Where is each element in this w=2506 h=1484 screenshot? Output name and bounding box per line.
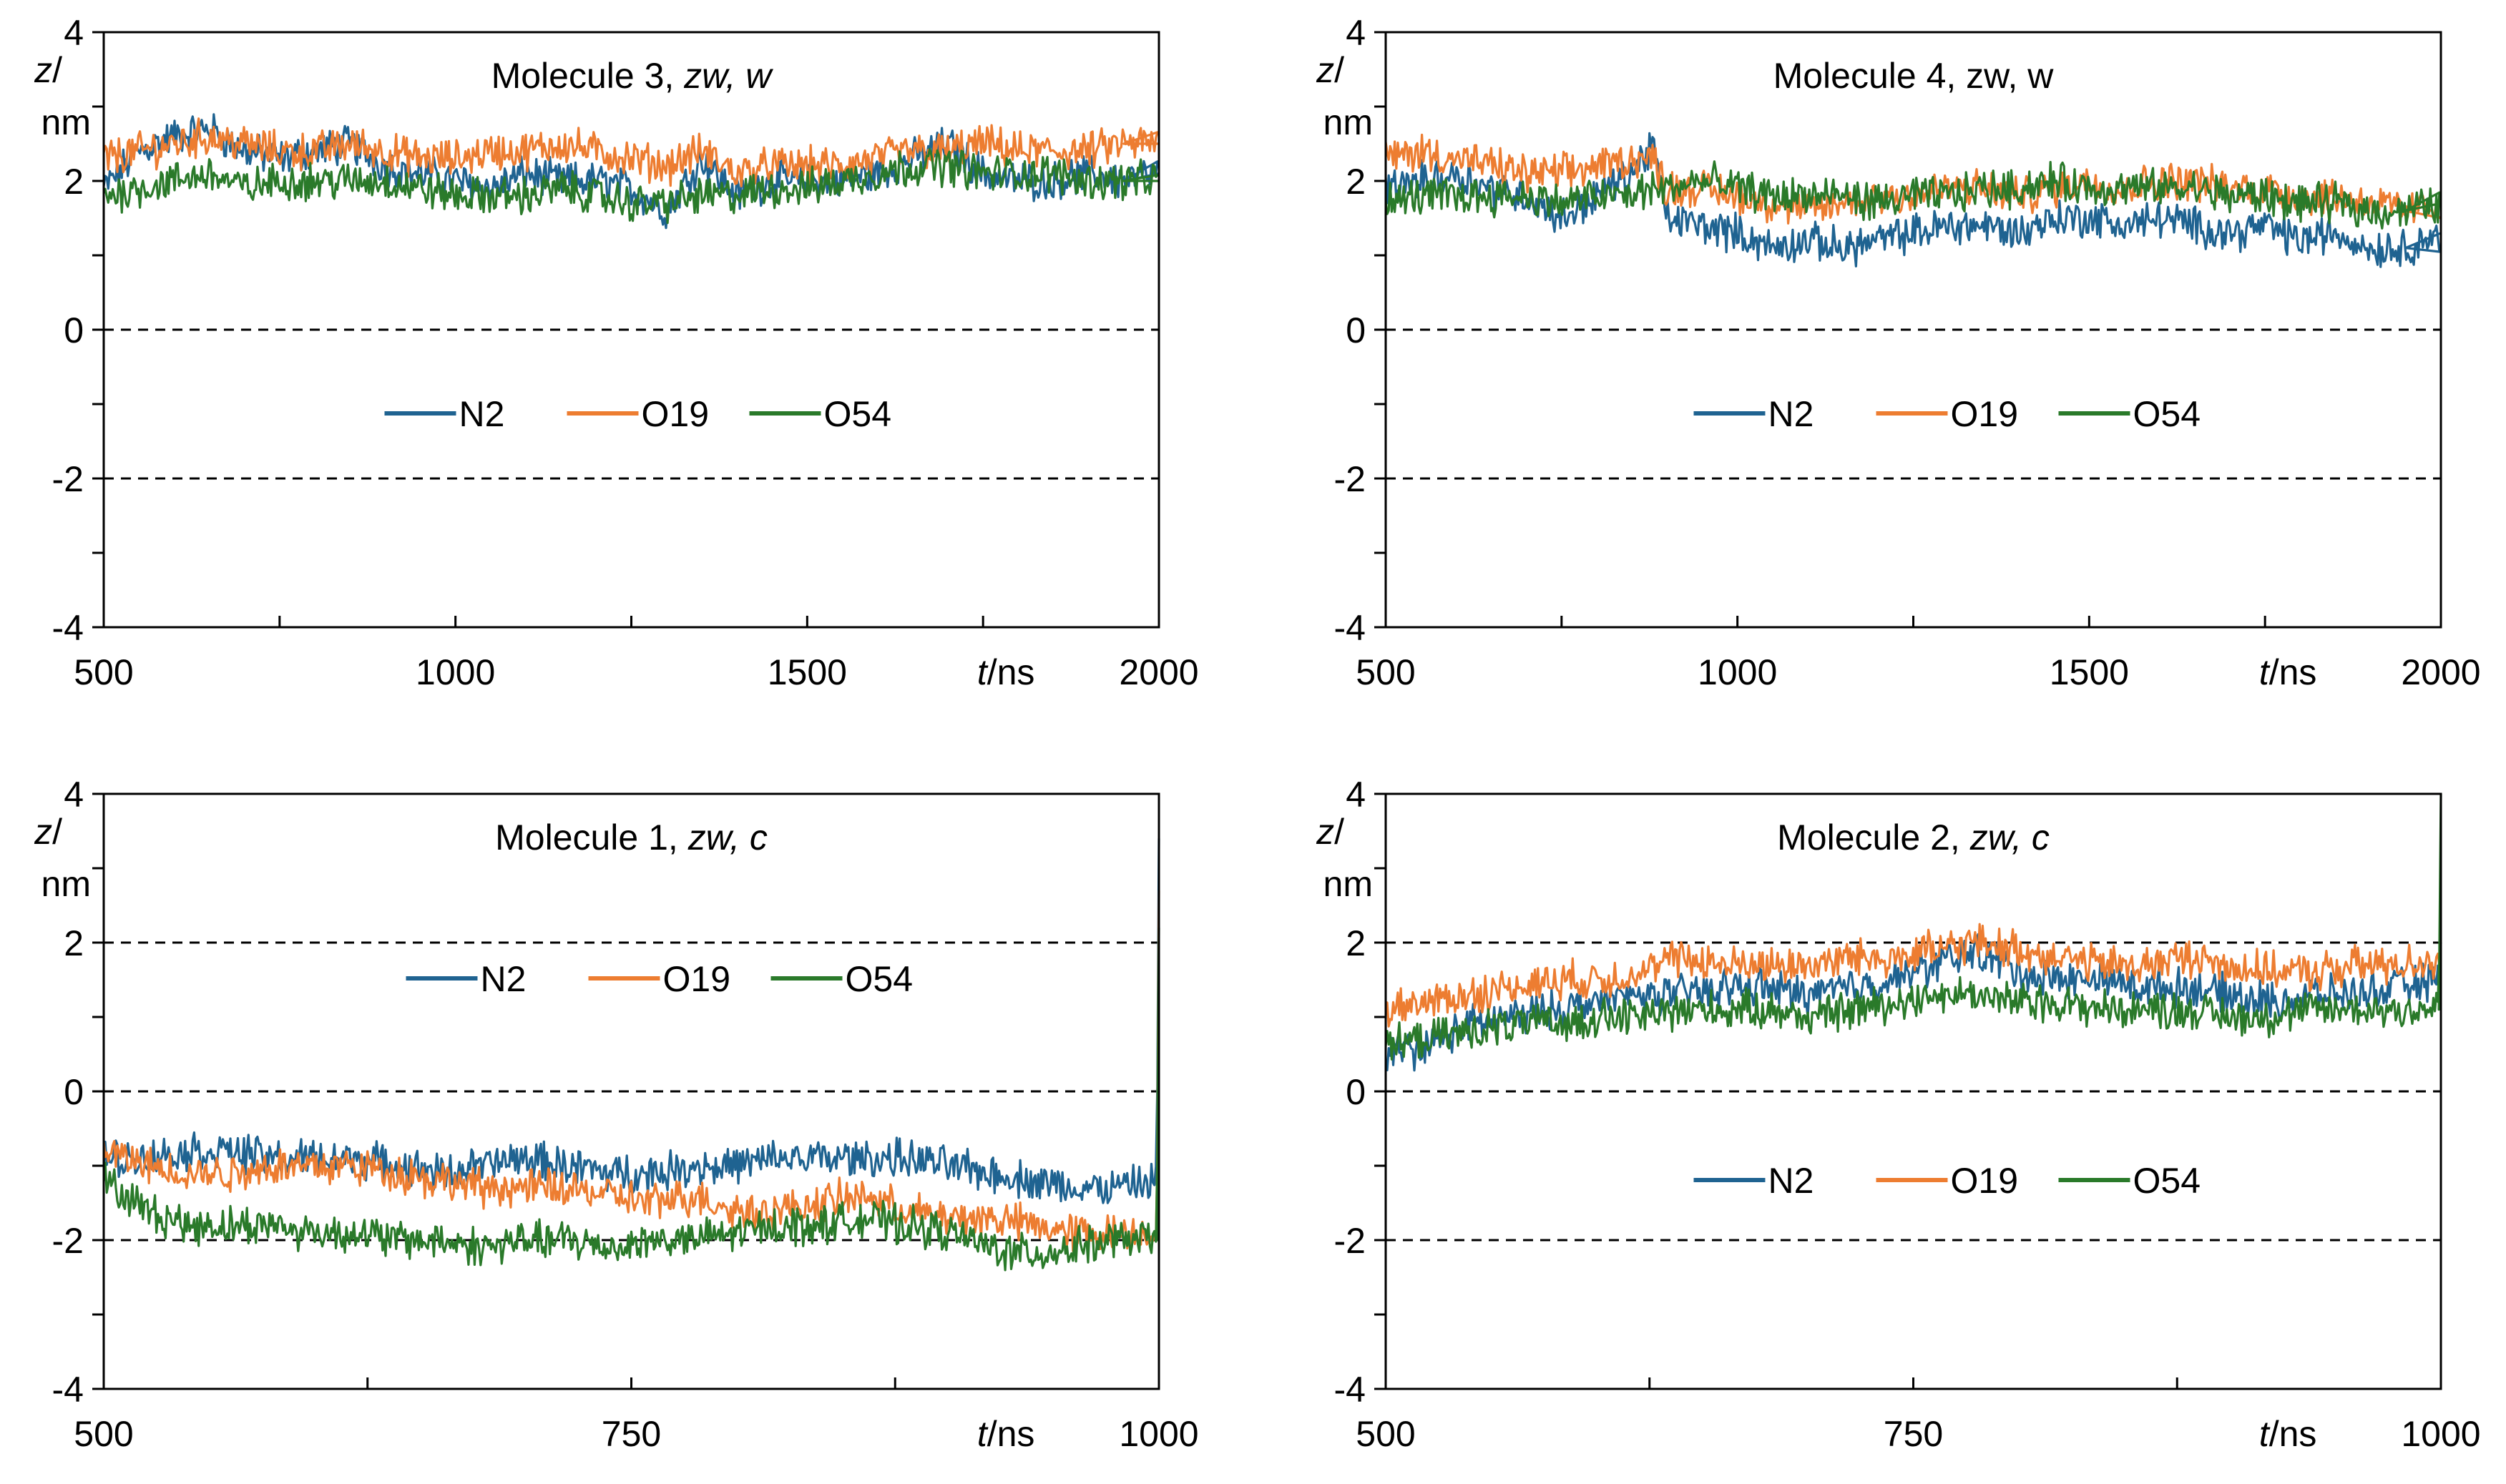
y-axis-label: z/ [1316,812,1344,852]
legend-label-n2: N2 [481,959,527,999]
y-tick-label: -2 [52,1221,84,1261]
series-line-o54 [1386,160,2442,230]
legend: N2 O19 O54 [384,394,892,434]
x-tick-label: 750 [602,1414,661,1454]
x-tick-label: 1000 [1119,1414,1198,1454]
legend: N2 O19 O54 [406,959,914,999]
legend: N2 O19 O54 [1693,394,2201,434]
series-line-n2 [104,838,1160,1204]
y-tick-label: 0 [64,1072,84,1112]
legend-label-o54: O54 [2133,394,2201,434]
x-tick-label: 500 [1356,1414,1415,1454]
x-tick-label: 500 [1356,652,1415,692]
series-line-o19 [1386,923,2442,1028]
x-tick-label: 500 [74,1414,133,1454]
legend-label-o19: O19 [1951,1161,2019,1201]
y-tick-label: -4 [1334,608,1366,648]
y-tick-label: 0 [1346,310,1366,350]
y-axis-label: z/ [1316,50,1344,90]
y-tick-label: -2 [1334,1221,1366,1261]
y-axis-label-unit: nm [41,102,91,142]
x-axis-label: t/ns [977,652,1035,692]
x-tick-label: 1000 [2401,1414,2480,1454]
x-tick-label: 2000 [1119,652,1198,692]
legend: N2 O19 O54 [1693,1161,2201,1201]
legend-label-o19: O19 [663,959,731,999]
legend-label-n2: N2 [1768,394,1814,434]
x-axis-label: t/ns [2259,652,2317,692]
legend-label-o54: O54 [846,959,914,999]
y-tick-label: 2 [64,923,84,963]
y-tick-label: 0 [64,310,84,350]
y-tick-label: 2 [1346,162,1366,202]
y-axis-label-unit: nm [41,864,91,904]
x-tick-label: 500 [74,652,133,692]
x-tick-label: 1000 [416,652,495,692]
series-line-o54 [1386,793,2442,1061]
y-tick-label: 2 [64,162,84,202]
series-line-o54 [104,147,1159,225]
y-tick-label: -2 [1334,459,1366,499]
x-tick-label: 1500 [2050,652,2129,692]
legend-label-o54: O54 [2133,1161,2201,1201]
chart-title: Molecule 1, zw, c [495,817,768,858]
chart-title: Molecule 2, zw, c [1777,817,2050,858]
legend-label-o19: O19 [1951,394,2019,434]
y-tick-label: 4 [1346,775,1366,815]
series-line-o19 [104,890,1160,1253]
x-axis-label: t/ns [977,1414,1035,1454]
legend-label-o19: O19 [642,394,710,434]
y-tick-label: 4 [64,13,84,53]
y-tick-label: -4 [52,1370,84,1410]
legend-label-o54: O54 [824,394,892,434]
y-tick-label: 2 [1346,923,1366,963]
y-tick-label: -4 [1334,1370,1366,1410]
y-axis-label: z/ [34,812,62,852]
legend-label-n2: N2 [1768,1161,1814,1201]
y-tick-label: -4 [52,608,84,648]
y-tick-label: 4 [64,775,84,815]
x-tick-label: 2000 [2401,652,2480,692]
x-tick-label: 1500 [768,652,847,692]
x-tick-label: 1000 [1698,652,1777,692]
legend-label-n2: N2 [459,394,505,434]
y-tick-label: 0 [1346,1072,1366,1112]
y-tick-label: 4 [1346,13,1366,53]
chart-title: Molecule 4, zw, w [1773,56,2055,96]
y-tick-label: -2 [52,459,84,499]
series-line-o19 [104,117,1159,192]
series-line-o54 [104,928,1160,1272]
y-axis-label-unit: nm [1323,102,1373,142]
x-tick-label: 750 [1884,1414,1943,1454]
y-axis-label: z/ [34,50,62,90]
chart-title: Molecule 3, zw, w [491,56,774,96]
x-axis-label: t/ns [2259,1414,2317,1454]
y-axis-label-unit: nm [1323,864,1373,904]
